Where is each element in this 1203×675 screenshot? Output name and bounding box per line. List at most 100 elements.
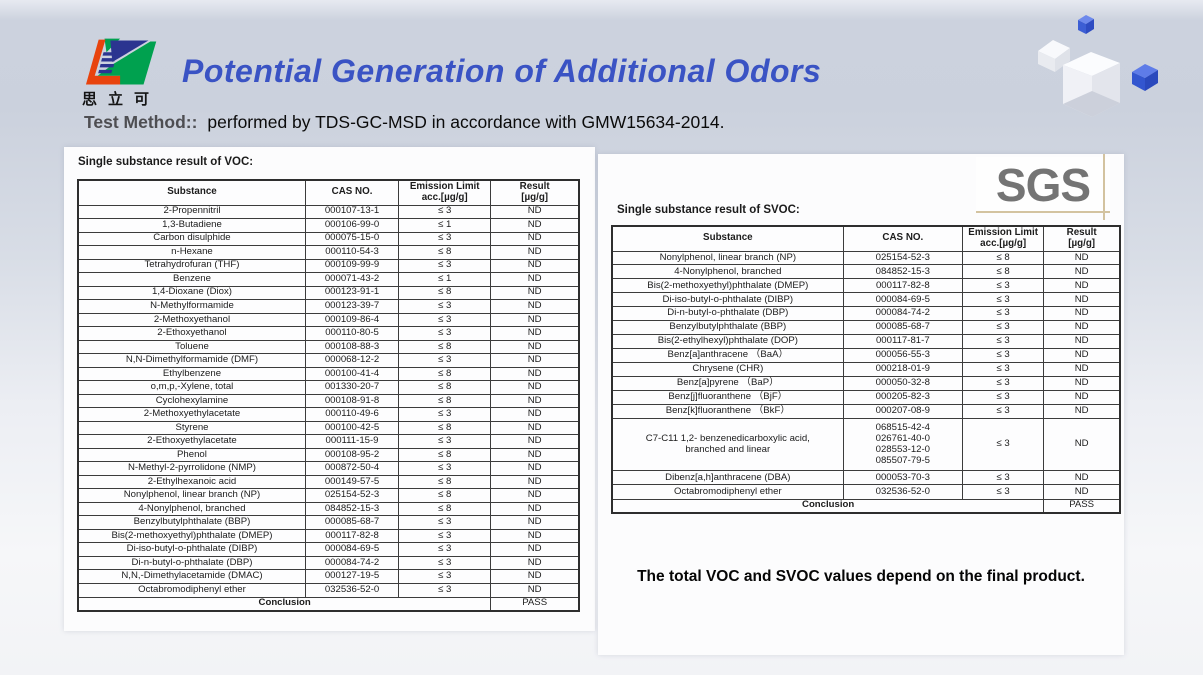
- table-row: Octabromodiphenyl ether 032536-52-0 ≤ 3 ND: [611, 484, 1121, 500]
- table-cell: ≤ 8: [398, 420, 492, 436]
- table-cell: ND: [1043, 470, 1121, 486]
- table-cell: ND: [490, 488, 580, 503]
- table-cell: 000085-68-7: [842, 320, 964, 336]
- table-cell: 084852-15-3: [304, 501, 400, 517]
- table-cell: ND: [490, 393, 580, 409]
- table-cell: ≤ 3: [398, 569, 492, 584]
- table-cell: ≤ 3: [398, 515, 492, 530]
- table-cell: 000111-15-9: [304, 434, 400, 449]
- svoc-table: Substance CAS NO. Emission Limit acc.[µg…: [611, 225, 1121, 514]
- table-cell: ND: [490, 245, 580, 260]
- svoc-header-substance: Substance: [611, 225, 844, 252]
- table-cell: 1,3-Butadiene: [77, 218, 306, 233]
- svoc-conclusion-label: Conclusion: [611, 498, 1045, 514]
- page-title: Potential Generation of Additional Odors: [182, 53, 822, 89]
- table-cell: 000084-74-2: [842, 306, 964, 322]
- table-cell: ≤ 3: [962, 484, 1045, 500]
- table-cell: 000071-43-2: [304, 272, 400, 287]
- table-row: Phenol 000108-95-2 ≤ 8 ND: [77, 447, 580, 463]
- table-cell: 000108-95-2: [304, 447, 400, 463]
- table-cell: ND: [490, 542, 580, 557]
- table-row: 2-Ethoxyethylacetate 000111-15-9 ≤ 3 ND: [77, 434, 580, 449]
- table-cell: Ethylbenzene: [77, 366, 306, 382]
- table-cell: ND: [490, 555, 580, 571]
- table-cell: 000110-80-5: [304, 326, 400, 341]
- table-cell: ND: [490, 515, 580, 530]
- test-method-line: Test Method:: performed by TDS-GC-MSD in …: [84, 112, 725, 133]
- table-cell: ND: [490, 474, 580, 490]
- table-cell: ND: [490, 420, 580, 436]
- table-cell: 4-Nonylphenol, branched: [611, 264, 844, 280]
- table-cell: ND: [490, 501, 580, 517]
- table-cell: ND: [1043, 484, 1121, 500]
- table-cell: ND: [490, 447, 580, 463]
- table-cell: 025154-52-3: [304, 488, 400, 503]
- table-cell: 1,4-Dioxane (Diox): [77, 285, 306, 301]
- svoc-header-result: Result [µg/g]: [1043, 225, 1121, 252]
- table-row: 4-Nonylphenol, branched 084852-15-3 ≤ 8 ND: [611, 264, 1121, 280]
- table-cell: 000107-13-1: [304, 204, 400, 219]
- table-cell: Chrysene (CHR): [611, 362, 844, 378]
- table-cell: Di-iso-butyl-o-phthalate (DIBP): [77, 542, 306, 557]
- voc-header-row: Substance CAS NO. Emission Limit acc.[µg…: [77, 179, 580, 206]
- table-row: Ethylbenzene 000100-41-4 ≤ 8 ND: [77, 366, 580, 382]
- table-cell: N-Methyl-2-pyrrolidone (NMP): [77, 461, 306, 476]
- table-row: Benz[a]pyrene （BaP） 000050-32-8 ≤ 3 ND: [611, 376, 1121, 392]
- table-cell: ND: [490, 258, 580, 274]
- table-cell: ≤ 3: [398, 204, 492, 219]
- table-row: N,N-Dimethylformamide (DMF) 000068-12-2 ≤ …: [77, 353, 580, 368]
- table-cell: 084852-15-3: [842, 264, 964, 280]
- table-cell: ND: [490, 366, 580, 382]
- table-cell: ≤ 3: [962, 470, 1045, 486]
- table-cell: ≤ 8: [398, 393, 492, 409]
- table-cell: Phenol: [77, 447, 306, 463]
- table-cell: Bis(2-ethylhexyl)phthalate (DOP): [611, 334, 844, 350]
- table-cell: ND: [1043, 334, 1121, 350]
- table-cell: ≤ 1: [398, 272, 492, 287]
- table-cell: ≤ 3: [398, 461, 492, 476]
- company-logo-icon: [85, 38, 157, 85]
- table-cell: Bis(2-methoxyethyl)phthalate (DMEP): [611, 278, 844, 294]
- table-cell: 000108-88-3: [304, 339, 400, 355]
- table-cell: 000110-49-6: [304, 407, 400, 422]
- table-row: 2-Propennitril 000107-13-1 ≤ 3 ND: [77, 204, 580, 219]
- table-row: N-Methylformamide 000123-39-7 ≤ 3 ND: [77, 299, 580, 314]
- voc-header-result: Result [µg/g]: [490, 179, 580, 206]
- table-cell: 000110-54-3: [304, 245, 400, 260]
- table-cell: ND: [490, 231, 580, 247]
- table-cell: 000218-01-9: [842, 362, 964, 378]
- table-cell: ≤ 8: [398, 488, 492, 503]
- table-cell: ND: [490, 434, 580, 449]
- table-cell: ≤ 3: [962, 376, 1045, 392]
- table-cell: ND: [1043, 348, 1121, 364]
- table-cell: 000068-12-2: [304, 353, 400, 368]
- table-cell: 000084-74-2: [304, 555, 400, 571]
- table-cell: Benz[j]fluoranthene （BjF）: [611, 390, 844, 406]
- table-cell: ND: [490, 569, 580, 584]
- table-cell: Di-n-butyl-o-phthalate (DBP): [611, 306, 844, 322]
- table-cell: Octabromodiphenyl ether: [77, 582, 306, 598]
- table-cell: 000117-81-7: [842, 334, 964, 350]
- table-row: Bis(2-ethylhexyl)phthalate (DOP) 000117-8…: [611, 334, 1121, 350]
- table-cell: ND: [490, 461, 580, 476]
- table-row: Toluene 000108-88-3 ≤ 8 ND: [77, 339, 580, 355]
- table-cell: 000100-41-4: [304, 366, 400, 382]
- table-cell: 000117-82-8: [842, 278, 964, 294]
- table-cell: ND: [490, 326, 580, 341]
- table-cell: 000123-91-1: [304, 285, 400, 301]
- table-row: 1,4-Dioxane (Diox) 000123-91-1 ≤ 8 ND: [77, 285, 580, 301]
- table-cell: Styrene: [77, 420, 306, 436]
- table-row: Nonylphenol, linear branch (NP) 025154-52…: [77, 488, 580, 503]
- table-cell: 000117-82-8: [304, 528, 400, 544]
- table-cell: ND: [490, 407, 580, 422]
- table-cell: 000056-55-3: [842, 348, 964, 364]
- table-cell: ND: [490, 380, 580, 395]
- table-cell: ≤ 3: [398, 407, 492, 422]
- table-cell: 2-Propennitril: [77, 204, 306, 219]
- svoc-conclusion-value: PASS: [1043, 498, 1121, 514]
- table-cell: Benz[a]pyrene （BaP）: [611, 376, 844, 392]
- voc-header-substance: Substance: [77, 179, 306, 206]
- table-cell: 000084-69-5: [304, 542, 400, 557]
- table-cell: ≤ 3: [398, 434, 492, 449]
- svoc-report-scan: SGS Single substance result of SVOC: Sub…: [598, 154, 1124, 655]
